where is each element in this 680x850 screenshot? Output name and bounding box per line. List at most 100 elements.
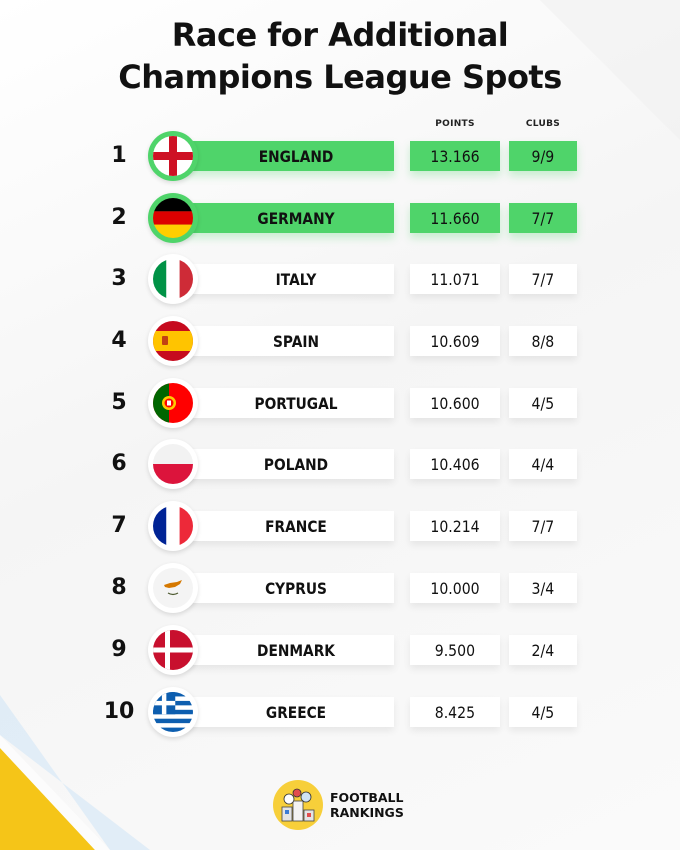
- flag-badge: [148, 625, 198, 675]
- clubs-value: 3/4: [531, 579, 555, 598]
- ranking-row: 6 POLAND 10.406 4/4: [0, 439, 680, 489]
- ranking-row: 7 FRANCE 10.214 7/7: [0, 501, 680, 551]
- rank-number: 2: [111, 205, 127, 230]
- country-name-cell: GREECE: [178, 697, 394, 727]
- rank-number: 9: [111, 637, 127, 662]
- greece-flag-icon: [153, 692, 193, 732]
- points-value: 8.425: [434, 703, 476, 722]
- ranking-row: 8 CYPRUS 10.000 3/4: [0, 563, 680, 613]
- clubs-cell: 7/7: [509, 264, 577, 294]
- logo-graphic: [281, 788, 315, 822]
- country-name-cell: DENMARK: [178, 635, 394, 665]
- country-name: SPAIN: [272, 332, 320, 351]
- clubs-value: 7/7: [531, 270, 555, 289]
- title-line-1: Race for Additional: [171, 16, 509, 54]
- flag-badge: [148, 501, 198, 551]
- clubs-value: 2/4: [531, 641, 555, 660]
- clubs-cell: 2/4: [509, 635, 577, 665]
- page-title: Race for Additional Champions League Spo…: [0, 14, 680, 98]
- clubs-value: 7/7: [531, 517, 555, 536]
- rank-number: 6: [111, 451, 127, 476]
- country-name: POLAND: [263, 455, 329, 474]
- points-value: 10.609: [430, 332, 480, 351]
- points-cell: 8.425: [410, 697, 500, 727]
- rank-number: 4: [111, 328, 127, 353]
- brand-line-1: FOOTBALL: [330, 790, 404, 805]
- cyprus-flag-icon: [153, 568, 193, 608]
- clubs-value: 4/4: [531, 455, 555, 474]
- ranking-row: 1 ENGLAND 13.166 9/9: [0, 131, 680, 181]
- brand-line-2: RANKINGS: [330, 805, 404, 820]
- points-value: 10.600: [430, 394, 480, 413]
- points-value: 11.660: [430, 209, 480, 228]
- points-cell: 11.071: [410, 264, 500, 294]
- country-name-cell: ENGLAND: [178, 141, 394, 171]
- clubs-cell: 3/4: [509, 573, 577, 603]
- flag-badge: [148, 563, 198, 613]
- clubs-cell: 8/8: [509, 326, 577, 356]
- rank-number: 10: [103, 699, 135, 724]
- brand-name: FOOTBALL RANKINGS: [330, 790, 404, 820]
- clubs-cell: 4/5: [509, 388, 577, 418]
- points-value: 10.000: [430, 579, 480, 598]
- italy-flag-icon: [153, 259, 193, 299]
- ranking-row: 5 PORTUGAL 10.600 4/5: [0, 378, 680, 428]
- country-name-cell: PORTUGAL: [178, 388, 394, 418]
- country-name: DENMARK: [257, 641, 335, 660]
- denmark-flag-icon: [153, 630, 193, 670]
- country-name: GERMANY: [257, 209, 335, 228]
- france-flag-icon: [153, 506, 193, 546]
- clubs-value: 4/5: [531, 703, 555, 722]
- points-cell: 10.609: [410, 326, 500, 356]
- points-column-header: POINTS: [435, 119, 475, 129]
- football-rankings-logo-icon: [273, 780, 323, 830]
- clubs-cell: 9/9: [509, 141, 577, 171]
- points-value: 9.500: [434, 641, 476, 660]
- rank-number: 1: [111, 143, 127, 168]
- country-name: GREECE: [265, 703, 327, 722]
- country-name-cell: FRANCE: [178, 511, 394, 541]
- clubs-cell: 4/5: [509, 697, 577, 727]
- clubs-value: 7/7: [531, 209, 555, 228]
- rank-number: 8: [111, 575, 127, 600]
- country-name-cell: CYPRUS: [178, 573, 394, 603]
- points-value: 10.406: [430, 455, 480, 474]
- clubs-cell: 7/7: [509, 203, 577, 233]
- clubs-column-header: CLUBS: [525, 119, 561, 129]
- clubs-value: 9/9: [531, 147, 555, 166]
- points-cell: 11.660: [410, 203, 500, 233]
- country-name-cell: GERMANY: [178, 203, 394, 233]
- points-value: 13.166: [430, 147, 480, 166]
- country-name: ITALY: [275, 270, 317, 289]
- country-name: PORTUGAL: [254, 394, 338, 413]
- points-cell: 10.214: [410, 511, 500, 541]
- clubs-value: 4/5: [531, 394, 555, 413]
- country-name: FRANCE: [265, 517, 327, 536]
- country-name: CYPRUS: [265, 579, 327, 598]
- ranking-row: 2 GERMANY 11.660 7/7: [0, 193, 680, 243]
- country-name-cell: POLAND: [178, 449, 394, 479]
- flag-badge: [148, 254, 198, 304]
- england-flag-icon: [153, 136, 193, 176]
- flag-badge: [148, 378, 198, 428]
- points-cell: 13.166: [410, 141, 500, 171]
- portugal-flag-icon: [153, 383, 193, 423]
- flag-badge: [148, 439, 198, 489]
- points-value: 11.071: [430, 270, 480, 289]
- country-name-cell: ITALY: [178, 264, 394, 294]
- points-cell: 10.406: [410, 449, 500, 479]
- germany-flag-icon: [153, 198, 193, 238]
- flag-badge: [148, 131, 198, 181]
- poland-flag-icon: [153, 444, 193, 484]
- points-cell: 10.000: [410, 573, 500, 603]
- title-line-2: Champions League Spots: [118, 58, 562, 96]
- rank-number: 7: [111, 513, 127, 538]
- points-cell: 9.500: [410, 635, 500, 665]
- ranking-row: 10 GREECE 8.425 4/5: [0, 687, 680, 737]
- ranking-row: 4 SPAIN 10.609 8/8: [0, 316, 680, 366]
- country-name-cell: SPAIN: [178, 326, 394, 356]
- points-cell: 10.600: [410, 388, 500, 418]
- clubs-cell: 7/7: [509, 511, 577, 541]
- spain-flag-icon: [153, 321, 193, 361]
- rank-number: 3: [111, 266, 127, 291]
